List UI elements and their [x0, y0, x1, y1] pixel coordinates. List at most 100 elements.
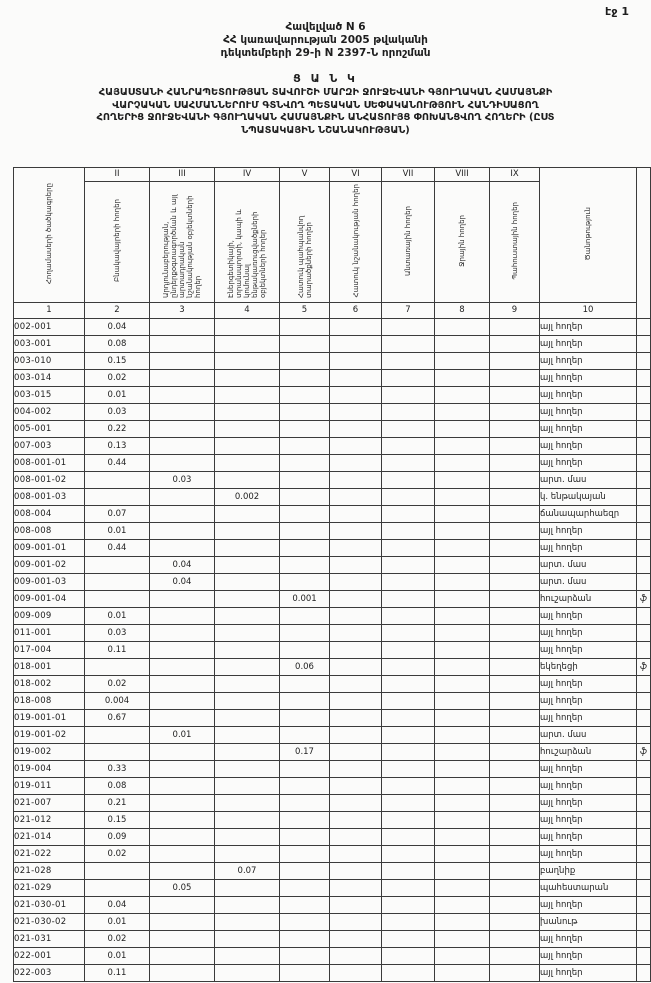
value-col-6 [329, 454, 382, 472]
value-col-8 [434, 896, 490, 914]
value-col-3 [149, 437, 215, 455]
value-col-8 [434, 658, 490, 676]
table-row: 019-001-01 0.67 այլ հողեր [13, 709, 651, 727]
note-cell: այլ հողեր [539, 420, 637, 438]
margin-mark [636, 964, 651, 982]
note-cell: եկեղեցի [539, 658, 637, 676]
col-number-8: 8 [434, 302, 490, 319]
note-cell: խանութ [539, 913, 637, 931]
value-col-9 [489, 522, 540, 540]
value-col-2: 0.02 [84, 675, 150, 693]
value-col-3 [149, 420, 215, 438]
value-col-5 [279, 522, 330, 540]
col-header-6-text: Հատուկ նշանակության հողեր [351, 183, 360, 298]
value-col-7 [381, 845, 435, 863]
col-header-2-text: Բնակավայրերի հողեր [113, 199, 121, 282]
note-cell: ճանապարհաեզր [539, 505, 637, 523]
value-col-2: 0.07 [84, 505, 150, 523]
parcel-code: 021-030-02 [13, 913, 85, 931]
value-col-6 [329, 675, 382, 693]
value-col-4: 0.002 [214, 488, 280, 506]
value-col-3 [149, 947, 215, 965]
value-col-5 [279, 318, 330, 336]
value-col-8 [434, 828, 490, 846]
parcel-code: 005-001 [13, 420, 85, 438]
value-col-7 [381, 777, 435, 795]
value-col-5 [279, 505, 330, 523]
value-col-3: 0.04 [149, 556, 215, 574]
value-col-3 [149, 709, 215, 727]
margin-mark [636, 539, 651, 557]
note-cell: այլ հողեր [539, 777, 637, 795]
value-col-7 [381, 539, 435, 557]
value-col-5 [279, 828, 330, 846]
value-col-6 [329, 335, 382, 353]
note-cell: այլ հողեր [539, 709, 637, 727]
value-col-4 [214, 437, 280, 455]
value-col-5 [279, 607, 330, 625]
table-row: 022-003 0.11 այլ հողեր [13, 964, 651, 982]
parcel-code: 021-007 [13, 794, 85, 812]
value-col-5 [279, 760, 330, 778]
value-col-5 [279, 709, 330, 727]
table-row: 002-001 0.04 այլ հողեր [13, 318, 651, 336]
value-col-6 [329, 964, 382, 982]
value-col-9 [489, 896, 540, 914]
roman-numeral-IX: IX [489, 167, 540, 182]
margin-mark [636, 845, 651, 863]
value-col-6 [329, 488, 382, 506]
value-col-5 [279, 862, 330, 880]
value-col-8 [434, 879, 490, 897]
value-col-9 [489, 964, 540, 982]
value-col-2 [84, 573, 150, 591]
value-col-3 [149, 794, 215, 812]
table-row: 009-001-04 0.001 հուշարձան ֆ [13, 590, 651, 608]
value-col-3 [149, 318, 215, 336]
note-cell: այլ հողեր [539, 352, 637, 370]
value-col-2: 0.03 [84, 403, 150, 421]
value-col-9 [489, 352, 540, 370]
table-row: 019-004 0.33 այլ հողեր [13, 760, 651, 778]
note-cell: արտ. մաս [539, 556, 637, 574]
value-col-9 [489, 879, 540, 897]
col-header-7-text: Անտառային հողեր [404, 205, 412, 276]
value-col-6 [329, 777, 382, 795]
margin-mark [636, 811, 651, 829]
col-header-note-text: Ծանոթություն [584, 206, 592, 261]
value-col-3: 0.05 [149, 879, 215, 897]
value-col-9 [489, 505, 540, 523]
note-cell: այլ հողեր [539, 811, 637, 829]
value-col-6 [329, 522, 382, 540]
col-number-4: 4 [214, 302, 280, 319]
value-col-7 [381, 743, 435, 761]
value-col-9 [489, 726, 540, 744]
roman-numeral-VI: VI [329, 167, 382, 182]
col-header-5-text: Հատուկ պահպանվող տարածքների հողեր [296, 215, 313, 298]
parcel-code: 019-001-01 [13, 709, 85, 727]
value-col-5 [279, 692, 330, 710]
value-col-4 [214, 879, 280, 897]
col-number-5: 5 [279, 302, 330, 319]
parcel-code: 002-001 [13, 318, 85, 336]
table-row: 008-001-01 0.44 այլ հողեր [13, 454, 651, 472]
value-col-6 [329, 845, 382, 863]
value-col-9 [489, 930, 540, 948]
value-col-3 [149, 828, 215, 846]
value-col-5 [279, 930, 330, 948]
value-col-2: 0.04 [84, 896, 150, 914]
margin-mark [636, 930, 651, 948]
value-col-9 [489, 743, 540, 761]
value-col-8 [434, 454, 490, 472]
value-col-2: 0.44 [84, 454, 150, 472]
margin-spacer [636, 167, 651, 319]
margin-mark [636, 675, 651, 693]
value-col-2: 0.01 [84, 607, 150, 625]
value-col-5 [279, 573, 330, 591]
value-col-6 [329, 658, 382, 676]
value-col-5 [279, 811, 330, 829]
value-col-3 [149, 760, 215, 778]
value-col-3 [149, 777, 215, 795]
value-col-6 [329, 539, 382, 557]
value-col-5 [279, 556, 330, 574]
table-row: 021-014 0.09 այլ հողեր [13, 828, 651, 846]
